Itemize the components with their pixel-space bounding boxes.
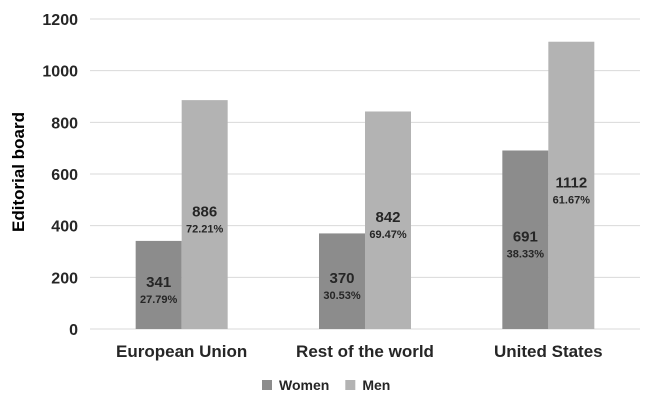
y-tick-label: 1000 [42,64,78,81]
bars [135,41,595,329]
data-label-percent: 27.79% [140,294,178,306]
x-category-label: United States [494,342,603,361]
y-tick-label: 1200 [42,12,78,29]
data-label-value: 341 [146,274,171,291]
y-axis-label: Editorial board [9,112,28,232]
legend-swatch-women [262,380,272,390]
data-label-percent: 61.67% [553,194,591,206]
x-category-label: European Union [116,342,247,361]
y-axis-ticks: 0 200 400 600 800 1000 1200 [42,12,78,339]
bar-men-0 [181,100,228,329]
legend-label: Women [279,377,329,393]
data-label-value: 370 [329,270,354,287]
x-axis-categories: European Union Rest of the world United St… [116,342,603,361]
y-tick-label: 200 [51,270,78,287]
data-label-percent: 69.47% [369,229,407,241]
bar-men-1 [365,111,411,329]
data-labels: 341 27.79% 886 72.21% 370 30.53% 842 69.47% 691 3… [140,174,590,306]
y-tick-label: 600 [51,167,78,184]
data-label-percent: 38.33% [507,249,545,261]
data-label-value: 842 [375,209,400,226]
data-label-percent: 30.53% [323,290,361,302]
legend-label: Men [362,377,390,393]
bar-women-1 [319,233,365,329]
bar-women-2 [502,150,549,329]
data-label-value: 691 [513,229,538,246]
bar-men-2 [548,41,595,329]
x-category-label: Rest of the world [296,342,434,361]
data-label-percent: 72.21% [186,224,224,236]
y-tick-label: 0 [69,322,78,339]
bar-women-0 [135,240,182,329]
y-tick-label: 400 [51,219,78,236]
data-label-value: 1112 [555,174,587,191]
legend: Women Men [262,377,390,393]
data-label-value: 886 [192,204,217,221]
y-tick-label: 800 [51,115,78,132]
legend-swatch-men [345,380,356,390]
